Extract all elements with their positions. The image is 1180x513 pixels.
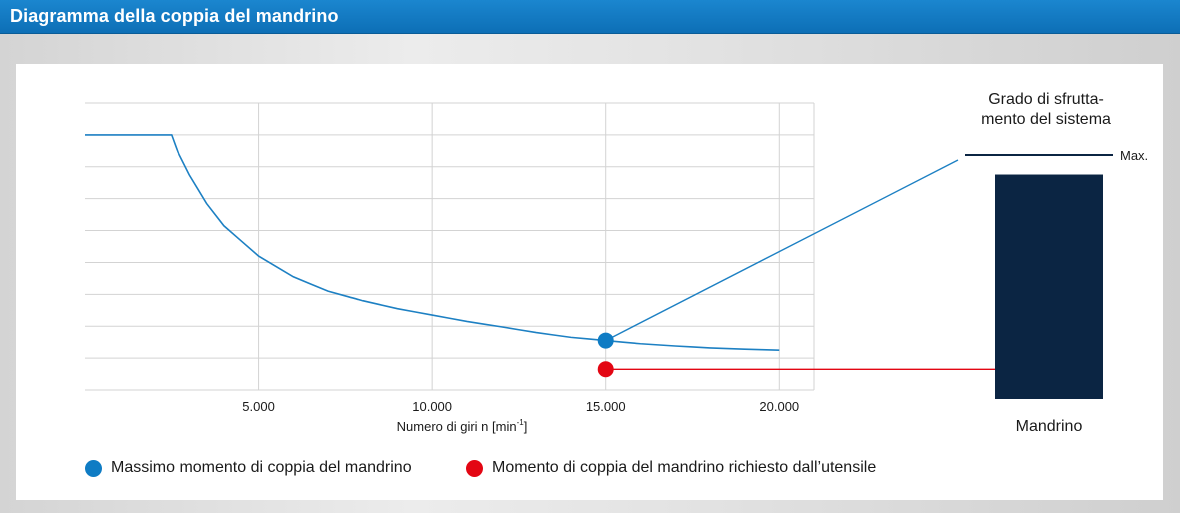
connector-lines bbox=[605, 159, 1024, 370]
max-torque-point bbox=[597, 332, 614, 349]
torque-curve-line bbox=[85, 134, 780, 351]
data-points bbox=[597, 332, 614, 378]
x-tick-labels: 5.000 10.000 15.000 20.000 bbox=[242, 399, 799, 414]
max-torque-connector-line bbox=[605, 159, 959, 342]
header-bar: Diagramma della coppia del mandrino bbox=[0, 0, 1180, 34]
chart-panel bbox=[16, 64, 1163, 500]
x-tick-label: 5.000 bbox=[242, 399, 275, 414]
utilization-title-line2: mento del sistema bbox=[981, 111, 1111, 128]
x-axis-label: Numero di giri n [min-1] bbox=[397, 418, 528, 434]
torque-curve-layer bbox=[85, 134, 780, 351]
max-label: Max. bbox=[1120, 148, 1148, 163]
bar-label: Mandrino bbox=[1016, 418, 1083, 435]
utilization-title-line1: Grado di sfrutta- bbox=[988, 91, 1104, 108]
x-tick-label: 10.000 bbox=[412, 399, 452, 414]
legend-red-dot-icon bbox=[466, 459, 483, 477]
legend-item-required-torque: Momento di coppia del mandrino richiesto… bbox=[466, 457, 876, 479]
legend-item-max-torque: Massimo momento di coppia del mandrino bbox=[85, 457, 412, 479]
grid bbox=[85, 102, 815, 391]
legend-label: Momento di coppia del mandrino richiesto… bbox=[492, 459, 877, 476]
page-title: Diagramma della coppia del mandrino bbox=[10, 6, 339, 26]
legend-label: Massimo momento di coppia del mandrino bbox=[111, 459, 412, 476]
x-tick-label: 20.000 bbox=[759, 399, 799, 414]
legend-blue-dot-icon bbox=[85, 459, 102, 477]
utilization-bar bbox=[995, 174, 1103, 399]
utilization-panel: Grado di sfrutta- mento del sistema Max.… bbox=[965, 91, 1148, 435]
required-torque-point bbox=[597, 361, 614, 378]
x-tick-label: 15.000 bbox=[586, 399, 626, 414]
